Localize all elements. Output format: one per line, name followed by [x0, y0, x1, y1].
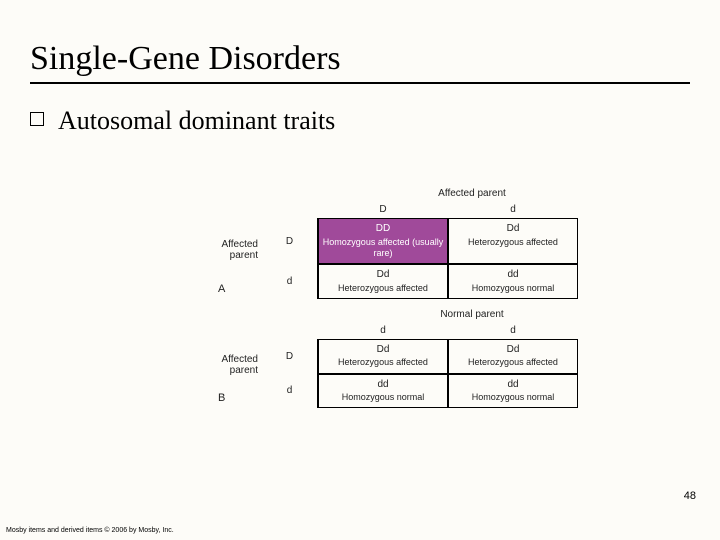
- panel-b-cell-0: Dd Heterozygous affected: [318, 339, 448, 374]
- panel-b-table: Affected parent d d D Dd Heterozygous af…: [262, 322, 682, 409]
- panel-b-col-1: d: [448, 322, 578, 339]
- punnett-diagram: Affected parent Affected parent D d D DD…: [262, 188, 682, 418]
- panel-a-letter: A: [218, 283, 225, 295]
- panel-a-top-label: Affected parent: [262, 188, 682, 199]
- panel-a-cell-3: dd Homozygous normal: [448, 264, 578, 299]
- bullet-text: Autosomal dominant traits: [58, 106, 335, 136]
- panel-a-row-0: D: [262, 218, 318, 264]
- panel-a-row-1: d: [262, 264, 318, 299]
- panel-b-top-label: Normal parent: [262, 309, 682, 320]
- page-title: Single-Gene Disorders: [30, 40, 690, 84]
- panel-a: Affected parent Affected parent D d D DD…: [262, 188, 682, 299]
- bullet-item: Autosomal dominant traits: [30, 106, 690, 136]
- panel-b-row-1: d: [262, 374, 318, 409]
- panel-a-cell-1: Dd Heterozygous affected: [448, 218, 578, 264]
- panel-b-col-0: d: [318, 322, 448, 339]
- panel-b-row-0: D: [262, 339, 318, 374]
- panel-b-side-label: Affected parent: [208, 354, 258, 376]
- panel-b: Normal parent Affected parent d d D Dd H…: [262, 309, 682, 409]
- panel-a-side-label: Affected parent: [208, 239, 258, 261]
- panel-a-col-1: d: [448, 201, 578, 218]
- slide-container: Single-Gene Disorders Autosomal dominant…: [0, 0, 720, 540]
- panel-a-cell-0: DD Homozygous affected (usually rare): [318, 218, 448, 264]
- panel-a-col-0: D: [318, 201, 448, 218]
- panel-b-letter: B: [218, 392, 225, 404]
- bullet-box-icon: [30, 112, 44, 126]
- panel-a-cell-2: Dd Heterozygous affected: [318, 264, 448, 299]
- panel-b-cell-3: dd Homozygous normal: [448, 374, 578, 409]
- panel-a-table: Affected parent D d D DD Homozygous affe…: [262, 201, 682, 299]
- panel-b-cell-2: dd Homozygous normal: [318, 374, 448, 409]
- copyright-text: Mosby items and derived items © 2006 by …: [6, 527, 174, 534]
- panel-b-cell-1: Dd Heterozygous affected: [448, 339, 578, 374]
- page-number: 48: [684, 490, 696, 502]
